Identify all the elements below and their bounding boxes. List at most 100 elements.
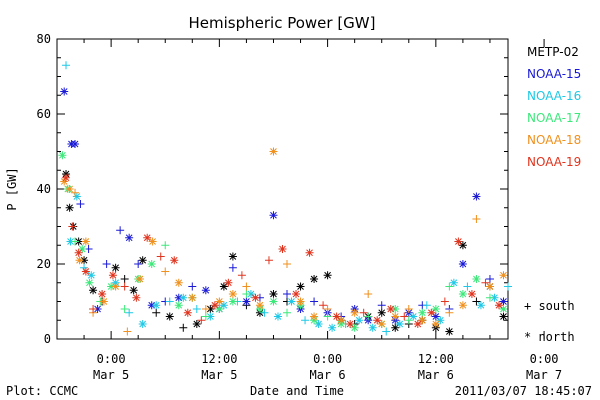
y-tick-label: 60 xyxy=(37,107,51,121)
data-point xyxy=(206,312,215,321)
data-point xyxy=(472,215,481,223)
data-point xyxy=(485,275,494,283)
data-point xyxy=(174,278,183,287)
data-point xyxy=(224,278,233,287)
data-point xyxy=(179,323,188,332)
data-point xyxy=(116,226,125,235)
data-point xyxy=(373,316,382,325)
data-point xyxy=(72,192,81,201)
data-point xyxy=(74,248,83,257)
data-point xyxy=(89,305,98,313)
data-point xyxy=(76,200,85,208)
data-point xyxy=(413,320,422,328)
data-point xyxy=(346,320,355,328)
data-point xyxy=(382,327,391,336)
data-point xyxy=(431,312,440,321)
data-point xyxy=(310,297,319,306)
data-point xyxy=(499,271,508,280)
data-point xyxy=(228,290,237,298)
data-point xyxy=(242,290,251,298)
y-tick-label: 0 xyxy=(44,332,51,346)
data-point xyxy=(251,293,260,302)
legend-entry: METP-02 xyxy=(527,45,579,59)
data-point xyxy=(283,290,292,298)
data-point xyxy=(201,312,210,321)
data-point xyxy=(458,290,467,298)
x-axis: 0:00 Mar 5 12:00 Mar 5 0:00 Mar 6 12:00 Mar 6 0:… xyxy=(56,39,562,382)
data-point xyxy=(292,290,301,298)
x-tick-label-time: 0:00 xyxy=(313,352,342,366)
data-point xyxy=(152,308,161,317)
data-point xyxy=(206,305,215,313)
footer-timestamp: 2011/03/07 18:45:07 xyxy=(455,384,592,398)
data-point xyxy=(60,87,69,96)
data-point xyxy=(197,316,206,325)
data-point xyxy=(71,188,80,197)
data-point xyxy=(188,282,197,291)
x-tick-label-date: Mar 6 xyxy=(310,368,346,382)
data-point xyxy=(183,308,192,317)
data-point xyxy=(355,316,364,325)
data-point xyxy=(328,323,337,332)
data-point xyxy=(391,323,400,332)
data-point xyxy=(188,293,197,302)
data-point xyxy=(395,320,404,328)
data-point xyxy=(269,297,278,306)
data-point xyxy=(179,293,188,302)
footer-credit: Plot: CCMC xyxy=(6,384,78,398)
data-point xyxy=(499,305,508,313)
data-point xyxy=(93,305,102,313)
data-point xyxy=(62,173,71,182)
data-point xyxy=(148,237,157,246)
x-tick-label-date: Mar 6 xyxy=(418,368,454,382)
data-point xyxy=(273,312,282,321)
legend-entry: NOAA-15 xyxy=(527,67,581,81)
data-point xyxy=(165,297,174,306)
chart-title: Hemispheric Power [GW] xyxy=(189,14,376,32)
data-point xyxy=(75,256,84,265)
data-point xyxy=(65,203,74,212)
data-point xyxy=(458,260,467,268)
data-point xyxy=(350,308,359,317)
y-tick-label: 20 xyxy=(37,257,51,271)
data-point xyxy=(138,320,147,328)
data-point xyxy=(170,256,179,265)
data-point xyxy=(161,267,170,276)
data-point xyxy=(215,297,224,306)
x-tick-label-date: Mar 7 xyxy=(526,368,562,382)
data-point xyxy=(310,312,319,321)
data-point xyxy=(161,241,170,250)
data-point xyxy=(301,316,310,325)
y-axis-label: P [GW] xyxy=(5,167,19,210)
data-point xyxy=(499,312,508,321)
data-point xyxy=(255,301,264,310)
x-tick-label-time: 12:00 xyxy=(418,352,454,366)
data-point xyxy=(364,290,373,298)
data-point xyxy=(81,267,90,276)
data-point xyxy=(68,222,77,231)
data-point xyxy=(269,290,278,298)
data-point xyxy=(228,263,237,272)
data-point xyxy=(108,271,117,280)
data-point xyxy=(242,282,251,291)
data-point xyxy=(332,312,341,321)
data-point xyxy=(499,297,508,306)
data-point xyxy=(314,320,323,328)
data-point xyxy=(111,263,120,272)
data-point xyxy=(458,301,467,310)
data-point xyxy=(377,308,386,317)
data-point xyxy=(283,308,292,317)
data-point xyxy=(454,237,463,246)
data-point xyxy=(481,278,490,287)
data-point xyxy=(135,275,144,283)
data-point xyxy=(472,275,481,283)
data-point xyxy=(129,286,138,295)
data-point xyxy=(147,260,156,268)
data-point xyxy=(98,290,107,298)
data-point xyxy=(264,256,273,265)
data-point xyxy=(377,320,386,328)
data-point xyxy=(377,301,386,310)
data-point xyxy=(102,260,111,268)
data-point xyxy=(192,305,201,313)
